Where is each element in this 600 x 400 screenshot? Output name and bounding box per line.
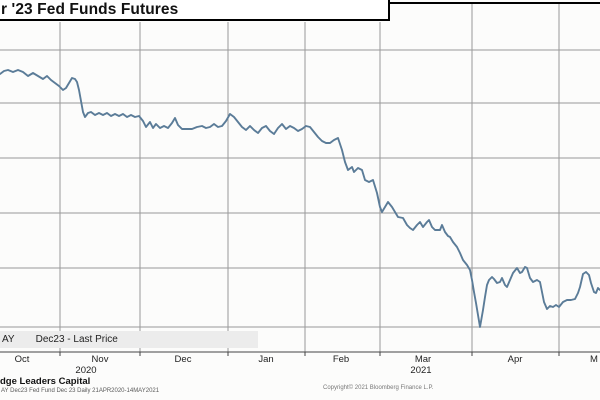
legend-series-label: Dec23 - Last Price xyxy=(35,334,118,345)
month-label-feb: Feb xyxy=(332,354,350,365)
month-label-apr: Apr xyxy=(507,354,523,365)
chart-title-box: r '23 Fed Funds Futures xyxy=(0,0,390,21)
month-label-nov: Nov xyxy=(91,354,109,365)
month-label-m: M xyxy=(590,354,598,365)
footer-meta-label: AY Dec23 Fed Fund Dec 23 Daily 21APR2020… xyxy=(1,388,160,394)
chart-title: r '23 Fed Funds Futures xyxy=(1,1,179,18)
legend-prefix-label: AY xyxy=(2,334,15,345)
footer-brand-label: dge Leaders Capital xyxy=(0,376,91,387)
chart-legend: AY Dec23 - Last Price xyxy=(0,331,258,348)
price-series-line xyxy=(0,69,600,328)
month-label-jan: Jan xyxy=(258,354,274,365)
footer-copyright-label: Copyright© 2021 Bloomberg Finance L.P. xyxy=(323,385,434,391)
year-label-2021: 2021 xyxy=(410,365,432,376)
month-label-dec: Dec xyxy=(174,354,192,365)
month-label-mar: Mar xyxy=(414,354,432,365)
month-label-oct: Oct xyxy=(14,354,30,365)
year-label-2020: 2020 xyxy=(75,365,97,376)
